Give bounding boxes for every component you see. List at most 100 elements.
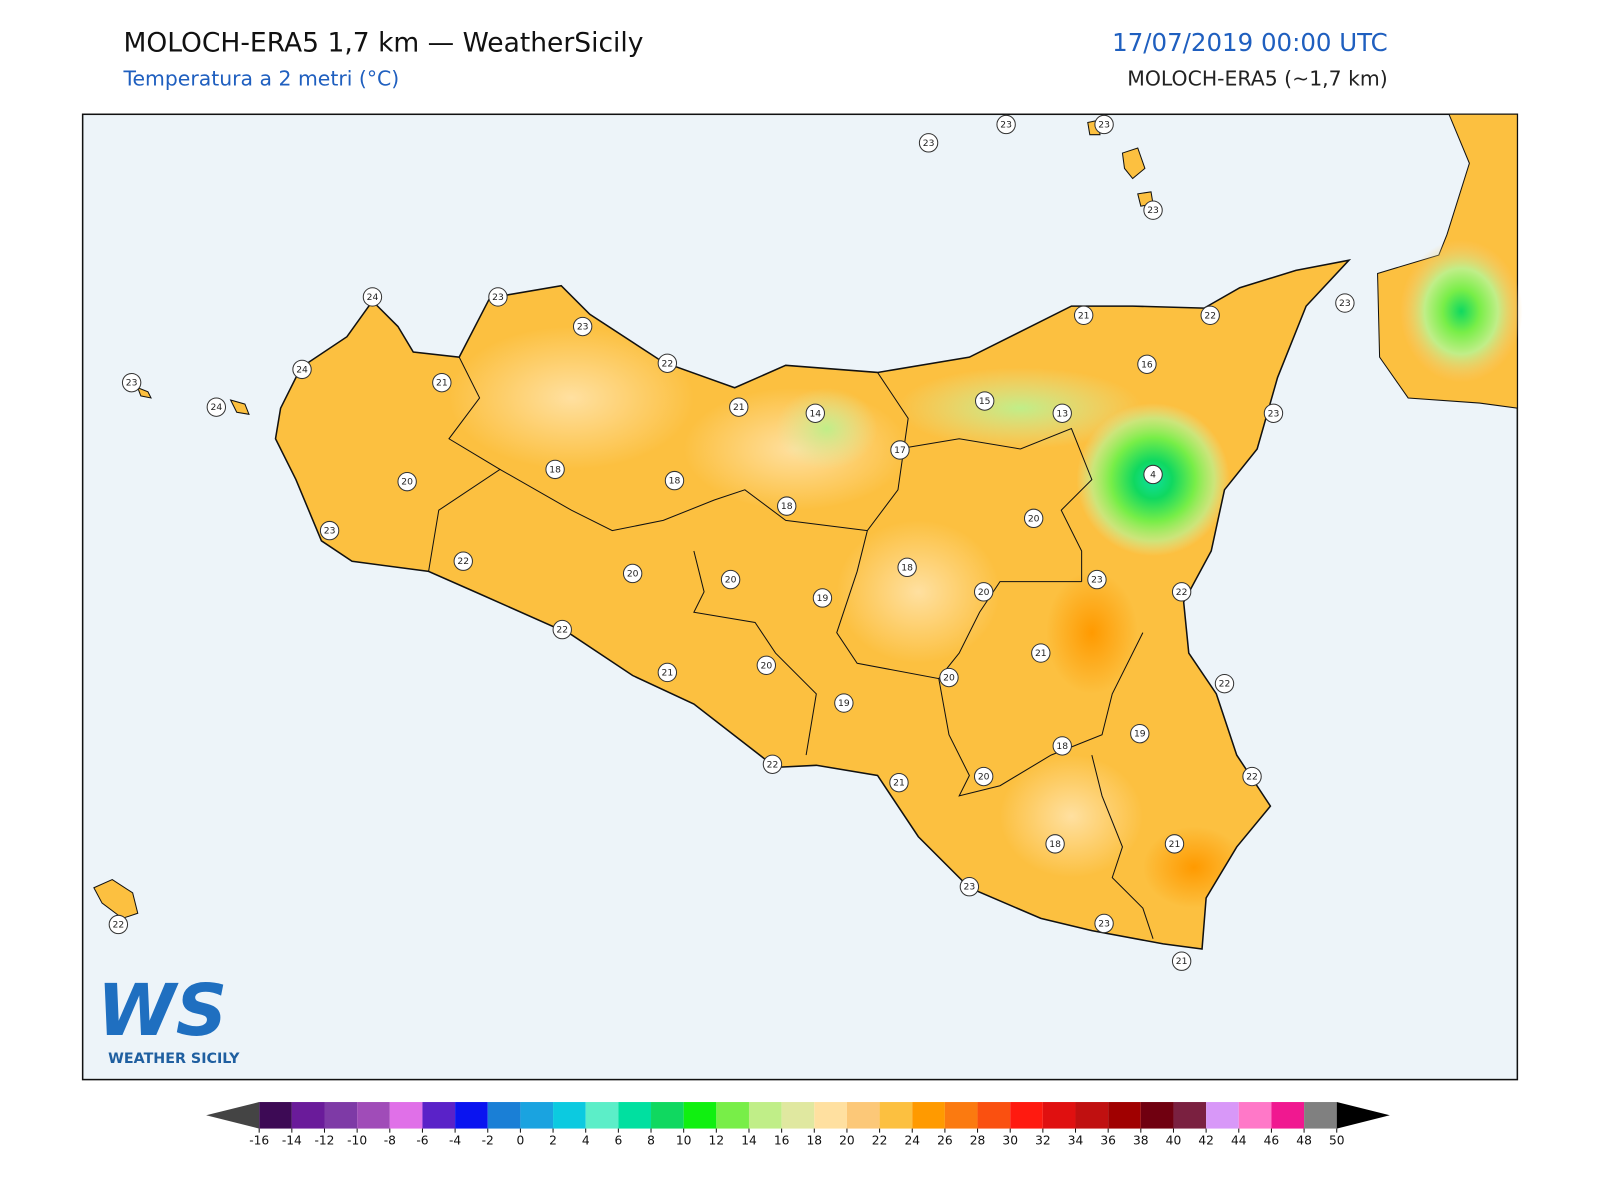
station-marker <box>1335 293 1355 313</box>
station-marker <box>1094 114 1114 135</box>
station: 24 <box>292 359 312 380</box>
station: 22 <box>657 353 678 373</box>
station-value: 21 <box>733 402 745 413</box>
station: 23 <box>319 520 340 541</box>
station-marker <box>552 619 572 640</box>
station: 23 <box>488 287 508 307</box>
colorbar-tick-label: 4 <box>582 1133 590 1147</box>
station-marker <box>973 766 994 787</box>
station-marker <box>973 582 994 602</box>
station: 17 <box>890 440 910 460</box>
station: 4 <box>1143 464 1163 485</box>
station-value: 24 <box>210 402 222 413</box>
colorbar-bin <box>683 1102 717 1129</box>
station: 21 <box>1073 305 1094 325</box>
subtitle: Temperatura a 2 metri (°C) <box>122 67 399 91</box>
colorbar-tick-label: 14 <box>741 1133 757 1147</box>
logo: WS WEATHER SICILY <box>97 969 240 1067</box>
station-marker <box>897 557 917 578</box>
station: 23 <box>996 114 1016 135</box>
station: 24 <box>362 287 383 307</box>
station-value: 24 <box>367 292 379 303</box>
station-value: 19 <box>817 593 829 604</box>
colorbar-tick-label: -2 <box>482 1133 494 1147</box>
station-value: 22 <box>1176 587 1188 598</box>
colorbar-tick-label: 16 <box>774 1133 790 1147</box>
station-value: 20 <box>401 477 413 488</box>
station-value: 23 <box>964 882 976 893</box>
colorbar-tick-label: 10 <box>676 1133 692 1147</box>
station-value: 22 <box>113 920 125 931</box>
station-marker <box>939 667 959 688</box>
logo-text: WEATHER SICILY <box>108 1051 240 1067</box>
station-marker <box>432 372 452 393</box>
station-marker <box>1073 305 1094 325</box>
station: 21 <box>1031 643 1051 663</box>
station: 22 <box>1242 766 1262 787</box>
station-marker <box>453 551 473 571</box>
station-value: 19 <box>838 698 850 709</box>
colorbar-tick-label: 50 <box>1329 1133 1345 1147</box>
station-marker <box>959 877 980 897</box>
colorbar-tick-label: 18 <box>806 1133 822 1147</box>
station: 20 <box>973 766 994 787</box>
colorbar-bin <box>1173 1102 1207 1129</box>
station-value: 18 <box>901 562 913 573</box>
colorbar-bin <box>1238 1102 1272 1129</box>
station-marker <box>664 470 685 491</box>
station-marker <box>975 391 995 411</box>
station: 14 <box>805 403 825 423</box>
station-marker <box>1130 723 1150 744</box>
station: 22 <box>1214 673 1235 694</box>
colorbar-bin <box>618 1102 652 1129</box>
station-value: 23 <box>1000 120 1012 131</box>
colorbar-bin <box>781 1102 815 1129</box>
colorbar-bin <box>389 1102 423 1129</box>
station-marker <box>1052 403 1072 423</box>
station: 18 <box>1045 834 1065 854</box>
colorbar-tick-label: 44 <box>1231 1133 1247 1147</box>
title: MOLOCH-ERA5 1,7 km — WeatherSicily <box>123 27 643 58</box>
station-value: 20 <box>978 587 990 598</box>
colorbar-bin <box>1304 1102 1337 1129</box>
colorbar-bin <box>455 1102 488 1129</box>
colorbar-bin <box>977 1102 1011 1129</box>
station-marker <box>777 496 797 516</box>
station-marker <box>397 471 417 492</box>
colorbar-bin <box>1271 1102 1305 1129</box>
station-marker <box>319 520 340 541</box>
station-marker <box>720 569 741 590</box>
station-value: 16 <box>1141 359 1153 370</box>
colorbar-tick-label: 48 <box>1296 1133 1312 1147</box>
colorbar-bin <box>879 1102 913 1129</box>
colorbar-bin <box>1010 1102 1043 1129</box>
station-value: 23 <box>1339 298 1351 309</box>
colorbar-bin <box>814 1102 847 1129</box>
colorbar-tick-label: 38 <box>1133 1133 1149 1147</box>
station: 23 <box>1087 569 1107 590</box>
station-value: 21 <box>436 378 448 389</box>
islands <box>93 119 1154 919</box>
station: 20 <box>939 667 959 688</box>
colorbar-tick-label: 2 <box>549 1133 557 1147</box>
station: 23 <box>121 372 142 393</box>
station: 22 <box>552 619 572 640</box>
colorbar-bin <box>324 1102 358 1129</box>
station-value: 20 <box>978 772 990 783</box>
station: 22 <box>453 551 473 571</box>
colorbar-bin <box>487 1102 521 1129</box>
station-marker <box>292 359 312 380</box>
station-value: 21 <box>1078 310 1090 321</box>
station: 21 <box>657 662 678 683</box>
station-value: 22 <box>662 358 674 369</box>
colorbar-bin <box>944 1102 978 1129</box>
colorbar-tick-label: 24 <box>904 1133 920 1147</box>
station-marker <box>834 693 854 713</box>
model: MOLOCH-ERA5 (~1,7 km) <box>1127 67 1387 91</box>
station-value: 17 <box>894 445 906 456</box>
colorbar-bin <box>1108 1102 1141 1129</box>
station-value: 21 <box>1169 839 1181 850</box>
station: 23 <box>1094 913 1114 934</box>
station-value: 21 <box>1176 956 1188 967</box>
colorbar-bin <box>520 1102 554 1129</box>
